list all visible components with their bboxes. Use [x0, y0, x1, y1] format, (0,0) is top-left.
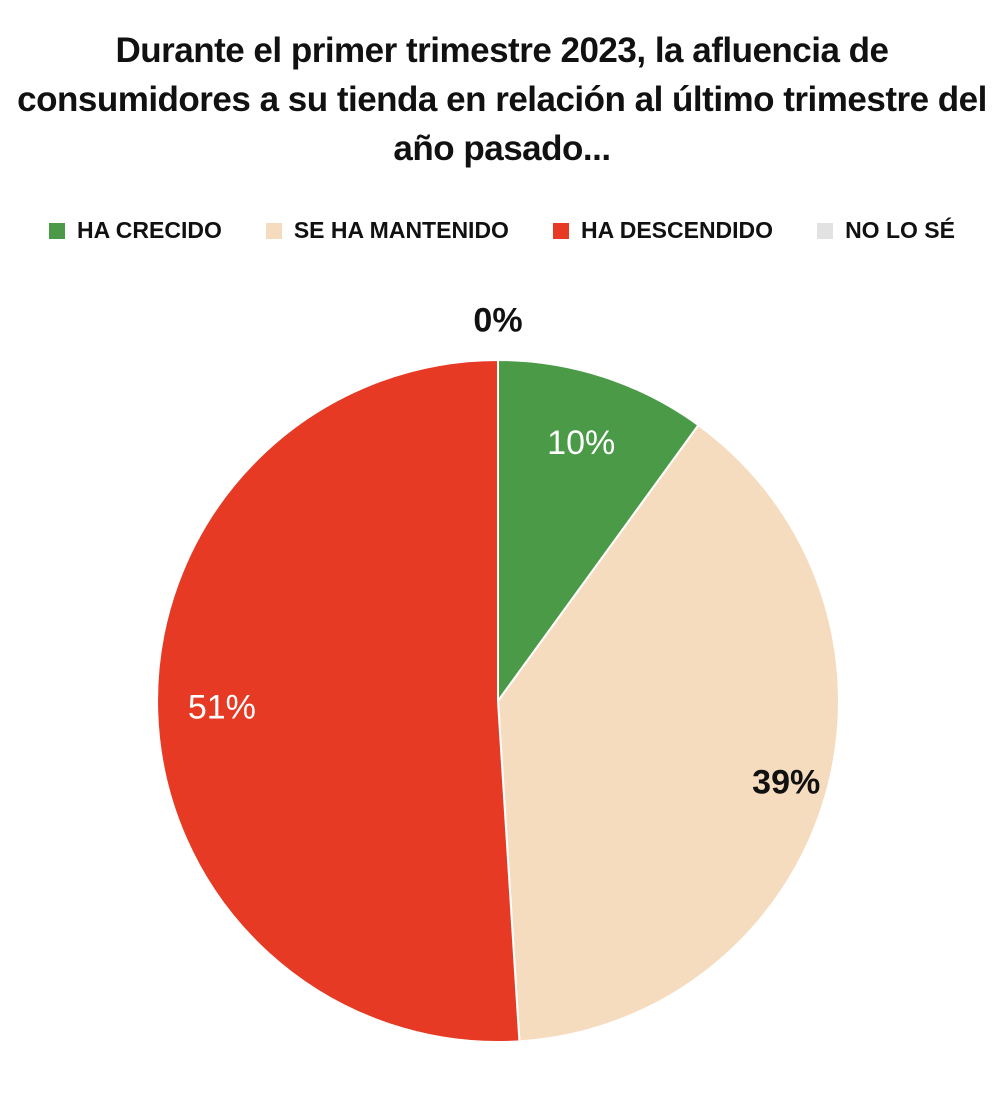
legend-item-ha-crecido: HA CRECIDO: [49, 217, 222, 244]
legend-label-ha-descendido: HA DESCENDIDO: [580, 217, 774, 243]
data-label-se-ha-mantenido: 39%: [752, 764, 820, 802]
legend-label-no-lo-se: NO LO SÉ: [845, 217, 955, 243]
data-label-ha-crecido: 10%: [547, 424, 615, 462]
legend-swatch-ha-crecido: [49, 222, 66, 239]
chart-legend: HA CRECIDO SE HA MANTENIDO HA DESCENDIDO…: [0, 217, 1004, 244]
legend-label-se-ha-mantenido: SE HA MANTENIDO: [293, 217, 509, 243]
pie-slice-se-ha-mantenido: [496, 423, 840, 1043]
legend-item-ha-descendido: HA DESCENDIDO: [552, 217, 774, 244]
data-label-ha-descendido: 51%: [188, 689, 256, 727]
legend-swatch-se-ha-mantenido: [265, 222, 282, 239]
legend-item-se-ha-mantenido: SE HA MANTENIDO: [265, 217, 509, 244]
legend-swatch-ha-descendido: [552, 222, 569, 239]
legend-label-ha-crecido: HA CRECIDO: [77, 217, 222, 243]
chart-title: Durante el primer trimestre 2023, la afl…: [17, 31, 987, 168]
pie-slice-ha-crecido: [497, 358, 700, 705]
legend-item-no-lo-se: NO LO SÉ: [817, 217, 955, 244]
legend-swatch-no-lo-se: [817, 222, 834, 239]
data-label-no-lo-se: 0%: [473, 301, 522, 339]
pie-slice-ha-descendido: [156, 358, 521, 1043]
